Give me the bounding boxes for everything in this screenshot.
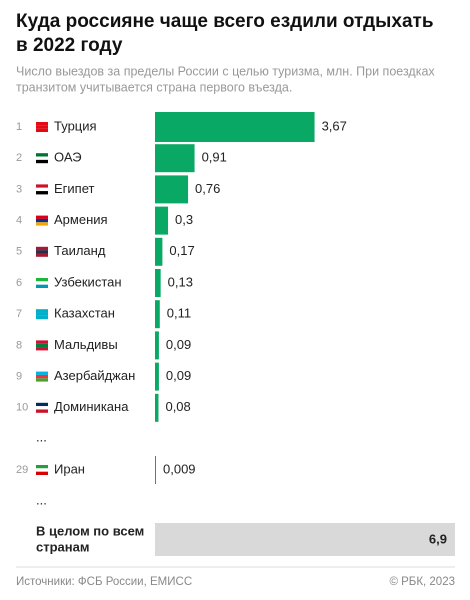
rank: 4 <box>16 215 22 227</box>
bar <box>155 331 159 360</box>
bar <box>155 362 159 391</box>
bar <box>155 456 156 484</box>
flag-icon <box>36 315 48 320</box>
value-label: 0,09 <box>166 337 191 352</box>
value-label: 0,11 <box>167 306 191 321</box>
bar <box>155 269 161 297</box>
flag-icon <box>36 371 48 375</box>
category-label: Армения <box>54 212 108 227</box>
flag-icon <box>36 468 48 472</box>
subtitle: транзитом учитывается страна первого въе… <box>16 80 292 94</box>
flag-icon <box>36 281 48 285</box>
flag-icon <box>36 284 48 288</box>
rank: 8 <box>16 339 22 351</box>
total-bar <box>155 523 455 556</box>
flag-icon <box>36 128 48 132</box>
copyright: © РБК, 2023 <box>389 576 455 588</box>
flag-icon <box>36 187 48 192</box>
value-label: 0,09 <box>166 368 191 383</box>
flag-icon <box>36 156 48 160</box>
flag-icon <box>36 409 48 413</box>
bar <box>155 300 160 329</box>
flag-icon <box>36 378 48 382</box>
flag-icon <box>36 253 48 257</box>
chart-title: Куда россияне чаще всего ездили отдыхать <box>16 11 434 32</box>
flag-icon <box>36 374 48 379</box>
category-label: Узбекистан <box>54 274 122 289</box>
flag-icon <box>36 246 48 251</box>
rank: 3 <box>16 183 22 195</box>
subtitle: Число выездов за пределы России с целью … <box>16 64 435 78</box>
flag-icon <box>36 465 48 469</box>
category-label: Казахстан <box>54 306 115 321</box>
category-label: Мальдивы <box>54 337 118 352</box>
flag-icon <box>36 402 48 407</box>
flag-icon <box>36 191 48 195</box>
source: Источники: ФСБ России, ЕМИСС <box>16 576 192 588</box>
total-value-label: 6,9 <box>429 531 447 546</box>
value-label: 0,91 <box>202 150 227 165</box>
value-label: 0,17 <box>169 243 194 258</box>
rank: 1 <box>16 121 22 133</box>
flag-icon <box>36 471 48 475</box>
total-label: странам <box>36 539 89 554</box>
ellipsis: ... <box>36 492 47 507</box>
flag-icon <box>36 347 48 351</box>
ellipsis: ... <box>36 429 47 444</box>
category-label: Доминикана <box>54 399 129 414</box>
bar <box>155 144 195 173</box>
flag-icon <box>36 312 48 316</box>
flag-icon <box>36 309 48 313</box>
category-label: Египет <box>54 181 95 196</box>
bar <box>155 237 163 266</box>
category-label: Таиланд <box>54 243 106 258</box>
flag-icon <box>36 184 48 188</box>
flag-icon <box>36 250 48 254</box>
rank: 2 <box>16 152 22 164</box>
rank: 5 <box>16 246 22 258</box>
value-label: 0,3 <box>175 212 193 227</box>
bar <box>155 112 315 142</box>
value-label: 0,009 <box>163 461 196 476</box>
chart-title: в 2022 году <box>16 35 123 56</box>
rank: 10 <box>16 402 28 414</box>
flag-icon <box>36 340 48 344</box>
bar <box>155 393 159 422</box>
bar <box>155 175 189 204</box>
flag-icon <box>36 122 48 126</box>
rank: 7 <box>16 308 22 320</box>
value-label: 0,13 <box>168 274 193 289</box>
rank: 6 <box>16 277 22 289</box>
flag-icon <box>36 125 48 129</box>
flag-icon <box>36 153 48 157</box>
category-label: ОАЭ <box>54 150 82 165</box>
value-label: 0,08 <box>165 399 190 414</box>
flag-icon <box>36 159 48 164</box>
flag-icon <box>36 406 48 410</box>
category-label: Турция <box>54 118 97 133</box>
category-label: Иран <box>54 461 85 476</box>
category-label: Азербайджан <box>54 368 135 383</box>
flag-icon <box>36 343 48 348</box>
rank: 29 <box>16 464 28 476</box>
flag-icon <box>36 278 48 282</box>
flag-icon <box>36 218 48 223</box>
flag-icon <box>36 222 48 226</box>
flag-icon <box>36 215 48 219</box>
rank: 9 <box>16 371 22 383</box>
bar <box>155 206 169 235</box>
value-label: 0,76 <box>195 181 220 196</box>
total-label: В целом по всем <box>36 523 144 538</box>
value-label: 3,67 <box>322 118 347 133</box>
